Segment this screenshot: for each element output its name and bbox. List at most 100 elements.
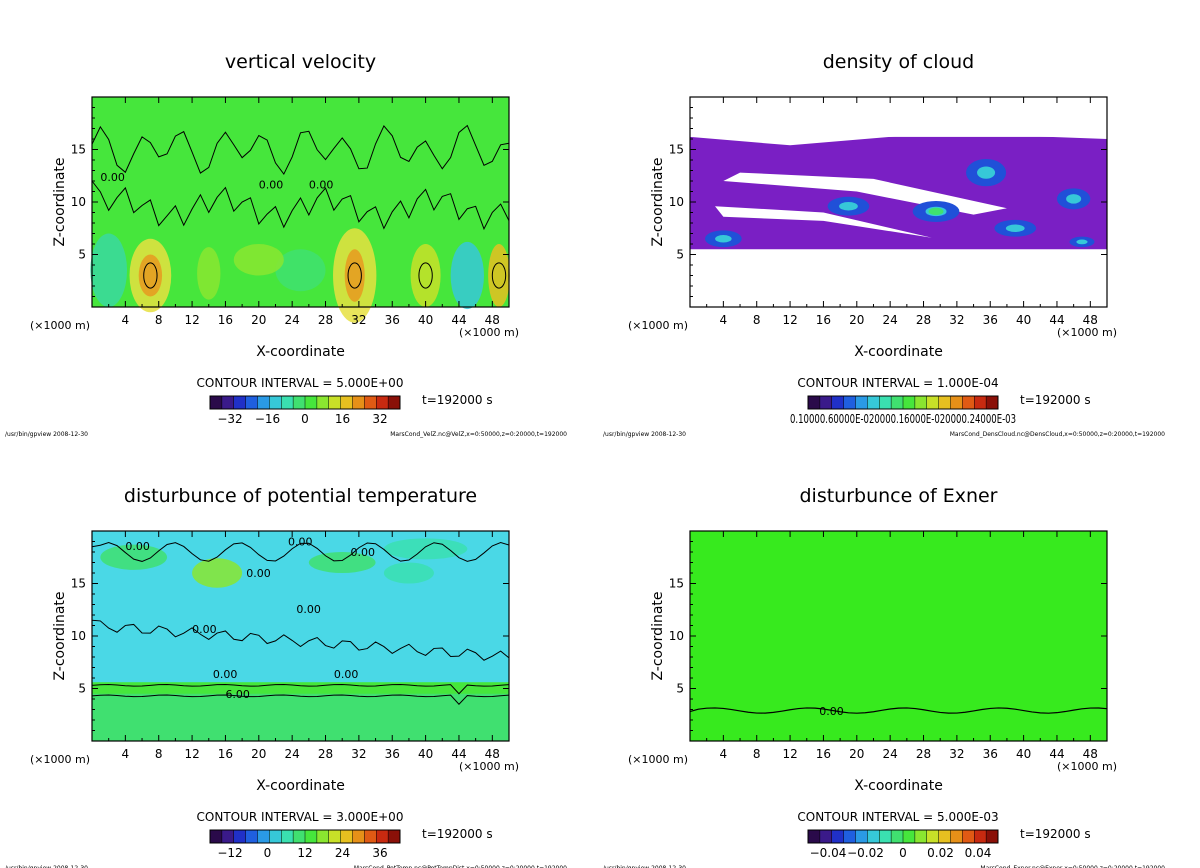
contour-interval: CONTOUR INTERVAL = 1.000E-04 [797,376,998,390]
x-tick-label: 12 [782,313,797,327]
colorbar-swatch [305,396,318,409]
field-layer [92,693,509,741]
colorbar-tick-label: 12 [297,846,312,860]
x-tick-label: 32 [351,747,366,761]
colorbar-swatch [221,396,235,409]
colorbar-swatch [233,396,247,409]
colorbar-swatch [950,830,963,843]
x-tick-label: 40 [1016,313,1031,327]
field-cell [344,249,365,302]
contour-line [418,262,433,289]
colorbar-swatch [269,830,282,843]
clear-region [690,249,1107,307]
x-tick-label: 48 [1083,747,1098,761]
colorbar-swatch [974,830,987,843]
x-tick-label: 4 [122,747,130,761]
colorbar-swatch [891,830,904,843]
plot-area [690,531,1107,741]
x-axis-label: X-coordinate [854,778,943,794]
x-axis-label: X-coordinate [854,344,943,360]
colorbar-swatch [808,830,821,843]
colorbar-swatch [926,396,940,409]
colorbar-swatch [938,830,951,843]
colorbar-swatch [855,830,868,843]
colorbar-frame [209,395,401,410]
x-tick-label: 44 [451,313,466,327]
colorbar-tick-label: −16 [255,412,280,426]
colorbar-swatch [281,396,294,409]
colorbar-swatch [245,396,258,409]
colorbar-swatch [293,396,306,409]
x-tick-label: 28 [916,747,931,761]
x-tick-label: 8 [753,313,761,327]
contour-label: 0.00 [334,668,359,681]
field-cell [100,544,168,570]
colorbar-swatch [891,396,904,409]
contour-label: 0.00 [351,546,376,559]
contour-label: 0.00 [125,540,150,553]
y-tick-label: 10 [71,195,86,209]
chart-title: vertical velocity [225,51,376,73]
colorbar-tick-label: 0 [899,846,907,860]
x-tick-label: 44 [451,747,466,761]
colorbar-swatch [879,830,892,843]
footer-right: MarsCond_VelZ.nc@VelZ,x=0:50000,z=0:2000… [390,431,567,438]
field-cell [383,538,468,560]
colorbar-swatch [364,396,377,409]
y-axis-label: Z-coordinate [650,157,666,246]
contour-label: 0.00 [819,705,844,718]
contour-interval: CONTOUR INTERVAL = 3.000E+00 [197,810,404,824]
x-tick-label: 8 [155,313,163,327]
x-tick-label: 20 [849,313,864,327]
colorbar-swatch [376,830,389,843]
time-label: t=192000 s [1020,827,1091,841]
colorbar-tick-label: 0.02 [927,846,954,860]
cloud-core [977,166,996,179]
x-tick-label: 32 [949,747,964,761]
y-tick-label: 15 [669,577,684,591]
time-label: t=192000 s [422,393,493,407]
colorbar-swatch [855,396,868,409]
footer-right: MarsCond_DensCloud.nc@DensCloud,x=0:5000… [950,431,1165,438]
x-tick-label: 16 [816,747,831,761]
colorbar-tick-label: −0.02 [847,846,884,860]
x-tick-label: 48 [1083,313,1098,327]
contour-line [491,262,507,289]
colorbar-swatch [926,830,940,843]
cloud-core [839,201,858,211]
x-tick-label: 44 [1049,313,1064,327]
colorbar-swatch [233,830,247,843]
x-unit-left: (×1000 m) [628,753,688,766]
colorbar-swatch [281,830,294,843]
contour-label: 0.00 [288,536,313,549]
x-tick-label: 20 [251,313,266,327]
cloud-core [1076,239,1088,245]
colorbar-frame [807,395,999,410]
contour-line [91,180,510,231]
x-tick-label: 36 [983,313,998,327]
colorbar-frame [807,829,999,844]
colorbar-swatch [340,830,353,843]
footer-left: /usr/bin/gpview 2008-12-30 [5,865,88,868]
contour-line [347,262,362,289]
colorbar-tick-label: −0.04 [810,846,847,860]
colorbar-swatch [903,396,916,409]
x-unit-left: (×1000 m) [30,319,90,332]
y-tick-label: 15 [669,143,684,157]
colorbar-swatch [986,396,999,409]
colorbar-swatch [914,396,928,409]
colorbar-tick-label: 0.04 [965,846,992,860]
y-axis-label: Z-coordinate [52,157,68,246]
colorbar-tick-label: 0 [264,846,272,860]
x-tick-label: 12 [184,747,199,761]
cloud-core [1066,194,1082,204]
y-axis-label: Z-coordinate [650,591,666,680]
contour-label: 0.00 [100,171,125,184]
chart-title: disturbunce of Exner [799,485,997,507]
colorbar-swatch [257,830,270,843]
colorbar-swatch [962,830,975,843]
x-tick-label: 4 [122,313,130,327]
